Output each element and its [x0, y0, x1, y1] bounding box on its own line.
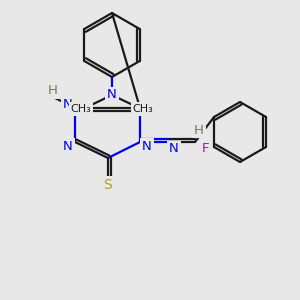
Text: H: H	[194, 124, 204, 136]
Text: H: H	[48, 85, 58, 98]
Text: CH₃: CH₃	[70, 104, 92, 114]
Text: N: N	[63, 98, 73, 110]
Text: N: N	[142, 140, 152, 152]
Text: F: F	[201, 142, 209, 155]
Text: N: N	[63, 140, 73, 152]
Text: N: N	[107, 88, 117, 101]
Text: CH₃: CH₃	[133, 104, 153, 114]
Text: N: N	[169, 142, 179, 155]
Text: S: S	[103, 178, 112, 192]
